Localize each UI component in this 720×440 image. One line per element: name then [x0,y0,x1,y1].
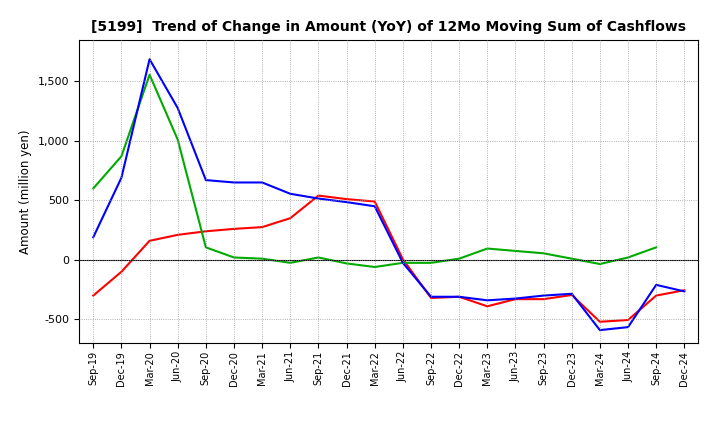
Investing Cashflow [539,251,548,256]
Line: Investing Cashflow: Investing Cashflow [94,75,656,267]
Operating Cashflow [117,269,126,275]
Investing Cashflow [230,255,238,260]
Y-axis label: Amount (million yen): Amount (million yen) [19,129,32,253]
Operating Cashflow [145,238,154,243]
Investing Cashflow [567,256,576,261]
Free Cashflow [145,57,154,62]
Operating Cashflow [539,297,548,302]
Free Cashflow [455,294,464,299]
Operating Cashflow [399,257,408,262]
Investing Cashflow [427,260,436,265]
Line: Operating Cashflow: Operating Cashflow [94,195,684,322]
Free Cashflow [342,199,351,205]
Free Cashflow [652,282,660,287]
Investing Cashflow [624,255,632,260]
Free Cashflow [258,180,266,185]
Free Cashflow [427,294,436,299]
Operating Cashflow [567,292,576,297]
Free Cashflow [314,196,323,201]
Free Cashflow [174,106,182,111]
Free Cashflow [511,296,520,301]
Free Cashflow [202,177,210,183]
Operating Cashflow [202,229,210,234]
Free Cashflow [539,293,548,298]
Operating Cashflow [342,197,351,202]
Free Cashflow [624,324,632,330]
Free Cashflow [399,260,408,265]
Operating Cashflow [455,294,464,299]
Free Cashflow [117,175,126,180]
Free Cashflow [567,291,576,297]
Investing Cashflow [174,137,182,142]
Operating Cashflow [652,293,660,298]
Free Cashflow [483,298,492,303]
Investing Cashflow [595,261,604,267]
Free Cashflow [89,235,98,240]
Line: Free Cashflow: Free Cashflow [94,59,684,330]
Investing Cashflow [89,186,98,191]
Operating Cashflow [258,224,266,230]
Operating Cashflow [230,226,238,231]
Operating Cashflow [427,295,436,301]
Investing Cashflow [258,256,266,261]
Operating Cashflow [511,297,520,302]
Investing Cashflow [342,261,351,266]
Operating Cashflow [595,319,604,324]
Investing Cashflow [202,245,210,250]
Free Cashflow [595,327,604,333]
Free Cashflow [286,191,294,196]
Investing Cashflow [399,260,408,265]
Investing Cashflow [370,264,379,270]
Investing Cashflow [652,245,660,250]
Investing Cashflow [483,246,492,251]
Operating Cashflow [286,216,294,221]
Operating Cashflow [89,293,98,298]
Operating Cashflow [483,304,492,309]
Free Cashflow [370,204,379,209]
Operating Cashflow [680,288,688,293]
Operating Cashflow [624,317,632,323]
Free Cashflow [680,289,688,294]
Investing Cashflow [286,260,294,265]
Operating Cashflow [370,199,379,204]
Operating Cashflow [314,193,323,198]
Investing Cashflow [511,248,520,253]
Investing Cashflow [117,154,126,159]
Operating Cashflow [174,232,182,238]
Investing Cashflow [314,255,323,260]
Free Cashflow [230,180,238,185]
Investing Cashflow [455,256,464,261]
Title: [5199]  Trend of Change in Amount (YoY) of 12Mo Moving Sum of Cashflows: [5199] Trend of Change in Amount (YoY) o… [91,20,686,34]
Investing Cashflow [145,72,154,77]
